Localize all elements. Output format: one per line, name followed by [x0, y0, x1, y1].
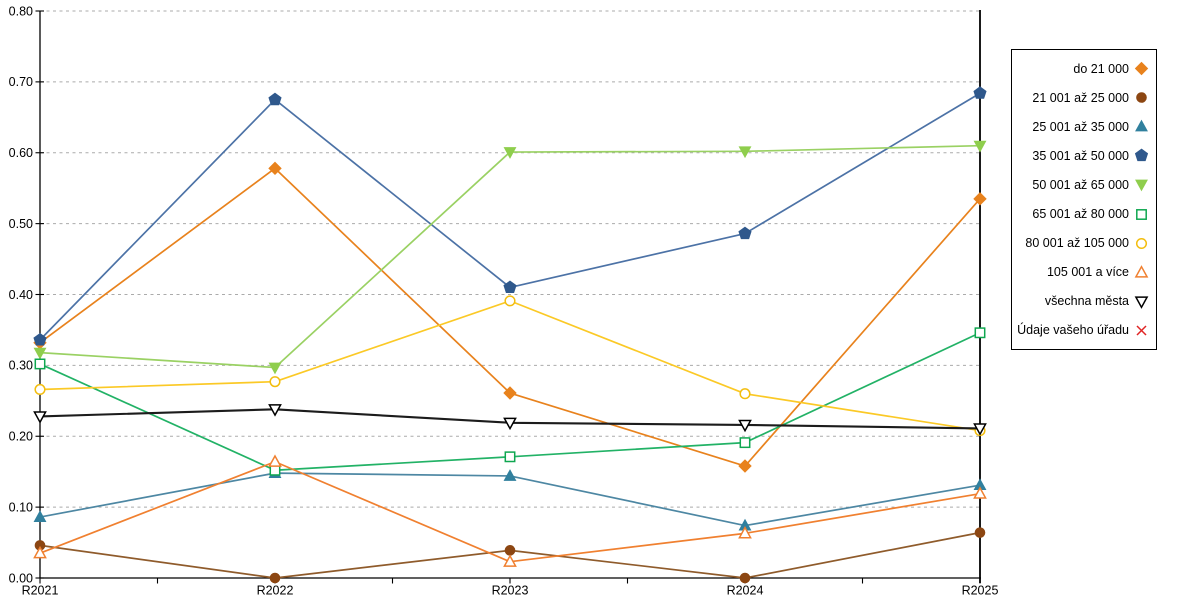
- marker-80-001-az-105-000-r2023: [504, 295, 516, 307]
- marker-105-001-a-vice-r2021: [33, 545, 47, 559]
- legend-item-label: 25 001 až 35 000: [1032, 119, 1129, 134]
- marker-vsechna-mesta-r2022: [268, 404, 282, 417]
- x-tick-label: R2023: [492, 584, 529, 598]
- marker-do-21-000-r2025: [973, 192, 987, 206]
- legend-item-vsechna-mesta[interactable]: všechna města: [1012, 287, 1156, 316]
- marker-65-001-az-80-000-r2021: [34, 358, 46, 370]
- marker-65-001-az-80-000-r2025: [974, 327, 986, 339]
- legend-item-label: 50 001 až 65 000: [1032, 177, 1129, 192]
- series-line-50-001-az-65-000: [39, 144, 981, 369]
- marker-80-001-az-105-000-r2021: [34, 383, 46, 396]
- marker-25-001-az-35-000-r2023: [503, 469, 517, 481]
- circle-marker-icon: [1135, 237, 1148, 249]
- y-tick-label: 0.30: [9, 359, 33, 373]
- y-tick-label: 0.40: [9, 288, 33, 302]
- marker-80-001-az-105-000-r2022: [269, 376, 281, 388]
- marker-35-001-az-50-000-r2024: [738, 226, 752, 240]
- x-tick-label: R2025: [962, 584, 999, 598]
- legend-item-80-001-az-105-000[interactable]: 80 001 až 105 000: [1012, 229, 1156, 258]
- marker-50-001-az-65-000-r2023: [503, 147, 517, 159]
- marker-105-001-a-vice-r2024: [738, 525, 752, 539]
- marker-35-001-az-50-000-r2025: [973, 86, 987, 99]
- legend-item-25-001-az-35-000[interactable]: 25 001 až 35 000: [1012, 112, 1156, 141]
- pentagon-marker-icon: [1134, 148, 1149, 162]
- y-tick-label: 0.20: [9, 430, 33, 444]
- marker-21-001-az-25-000-r2023: [504, 545, 516, 556]
- marker-21-001-az-25-000-r2022: [269, 572, 281, 584]
- series-line-65-001-az-80-000: [39, 332, 981, 472]
- x-tick-label: R2022: [257, 584, 294, 598]
- marker-21-001-az-25-000-r2024: [739, 572, 751, 584]
- triangle-down-marker-icon: [1134, 296, 1149, 309]
- y-tick-label: 0.10: [9, 500, 33, 514]
- x-tick-label: R2024: [727, 584, 764, 598]
- triangle-down-marker-glyph: [1135, 180, 1148, 192]
- marker-65-001-az-80-000-r2023: [504, 451, 516, 463]
- marker-vsechna-mesta-r2023: [503, 417, 517, 431]
- x-tick-label: R2021: [22, 584, 59, 598]
- diamond-marker-icon: [1134, 61, 1149, 76]
- marker-105-001-a-vice-r2023: [503, 554, 517, 567]
- triangle-down-marker-icon: [1135, 180, 1148, 192]
- marker-50-001-az-65-000-r2022: [268, 362, 282, 375]
- marker-25-001-az-35-000-r2021: [33, 510, 47, 522]
- square-marker-glyph: [1136, 208, 1147, 220]
- legend: do 21 000 21 001 až 25 000 25 001 až 35 00…: [1011, 49, 1157, 350]
- legend-item-21-001-az-25-000[interactable]: 21 001 až 25 000: [1012, 83, 1156, 112]
- marker-65-001-az-80-000-r2022: [269, 464, 281, 476]
- legend-item-label: 80 001 až 105 000: [1025, 236, 1129, 251]
- circle-marker-icon: [1136, 92, 1147, 103]
- legend-item-label: 65 001 až 80 000: [1032, 207, 1129, 222]
- triangle-up-marker-glyph: [1135, 119, 1148, 132]
- marker-50-001-az-65-000-r2024: [738, 146, 752, 159]
- marker-50-001-az-65-000-r2021: [33, 347, 47, 360]
- x-marker-glyph: [1136, 325, 1147, 336]
- marker-do-21-000-r2023: [503, 386, 517, 400]
- marker-105-001-a-vice-r2022: [268, 454, 282, 467]
- marker-35-001-az-50-000-r2022: [268, 92, 282, 106]
- triangle-up-marker-glyph: [1134, 264, 1149, 278]
- y-tick-label: 0.60: [9, 146, 33, 160]
- marker-80-001-az-105-000-r2024: [739, 388, 751, 400]
- marker-vsechna-mesta-r2021: [33, 411, 47, 424]
- marker-vsechna-mesta-r2024: [738, 419, 752, 433]
- y-tick-label: 0.50: [9, 217, 33, 231]
- legend-item-label: všechna města: [1044, 294, 1129, 309]
- square-marker-icon: [1136, 208, 1147, 220]
- legend-item-50-001-az-65-000[interactable]: 50 001 až 65 000: [1012, 170, 1156, 199]
- legend-item-udaje-vaseho-uradu[interactable]: Údaje vašeho úřadu: [1012, 316, 1156, 345]
- legend-item-do-21-000[interactable]: do 21 000: [1012, 54, 1156, 83]
- marker-do-21-000-r2022: [268, 161, 282, 176]
- marker-21-001-az-25-000-r2025: [974, 527, 986, 538]
- y-tick-label: 0.80: [9, 4, 33, 18]
- marker-vsechna-mesta-r2025: [973, 423, 987, 436]
- marker-do-21-000-r2024: [738, 459, 752, 473]
- legend-item-label: 35 001 až 50 000: [1032, 148, 1129, 163]
- marker-65-001-az-80-000-r2024: [739, 437, 751, 449]
- y-tick-label: 0.70: [9, 75, 33, 89]
- triangle-down-marker-glyph: [1134, 296, 1149, 309]
- circle-marker-glyph: [1135, 237, 1148, 249]
- marker-105-001-a-vice-r2025: [973, 486, 987, 499]
- marker-50-001-az-65-000-r2025: [973, 140, 987, 153]
- legend-item-label: 105 001 a více: [1046, 265, 1129, 280]
- marker-35-001-az-50-000-r2023: [503, 280, 517, 294]
- triangle-up-marker-icon: [1134, 264, 1149, 278]
- legend-item-label: 21 001 až 25 000: [1032, 90, 1129, 105]
- x-marker-icon: [1136, 325, 1147, 336]
- legend-item-label: Údaje vašeho úřadu: [1017, 323, 1129, 338]
- legend-item-35-001-az-50-000[interactable]: 35 001 až 50 000: [1012, 141, 1156, 170]
- marker-35-001-az-50-000-r2021: [33, 332, 47, 346]
- circle-marker-glyph: [1136, 92, 1147, 103]
- diamond-marker-glyph: [1134, 61, 1149, 76]
- triangle-up-marker-icon: [1135, 119, 1148, 132]
- legend-item-65-001-az-80-000[interactable]: 65 001 až 80 000: [1012, 199, 1156, 228]
- legend-item-label: do 21 000: [1073, 61, 1129, 76]
- y-tick-label: 0.00: [9, 571, 33, 585]
- legend-item-105-001-a-vice[interactable]: 105 001 a více: [1012, 258, 1156, 287]
- pentagon-marker-glyph: [1134, 148, 1149, 162]
